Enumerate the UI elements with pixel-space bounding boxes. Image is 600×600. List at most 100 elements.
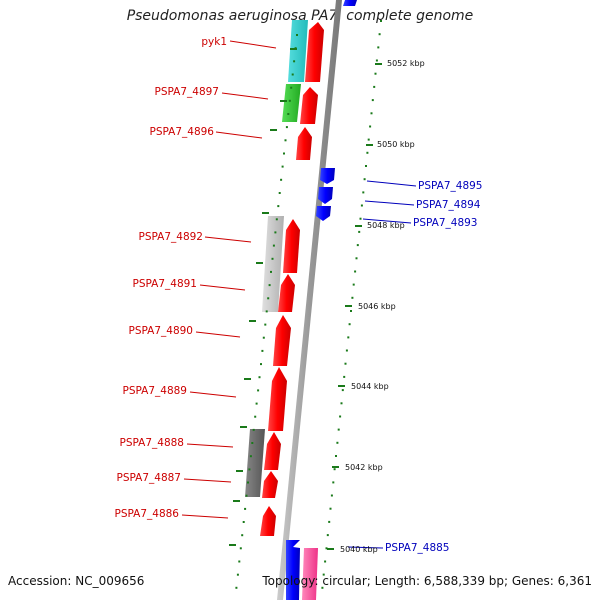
- scale-dot: [337, 428, 340, 431]
- scale-dot: [235, 586, 238, 589]
- cog-box-4897: [282, 84, 301, 122]
- scale-dot: [281, 165, 284, 168]
- gene-label-PSPA7_4890[interactable]: PSPA7_4890: [129, 325, 194, 337]
- scale-tick-mark: [375, 63, 382, 65]
- scale-dot: [330, 494, 333, 497]
- gene-label-PSPA7_4897[interactable]: PSPA7_4897: [155, 86, 220, 98]
- cog-box-4885: [302, 548, 318, 600]
- scale-dot: [340, 402, 343, 405]
- scale-ticks: [229, 48, 382, 550]
- gene-PSPA7_4888: [264, 432, 281, 470]
- scale-dot: [369, 125, 372, 128]
- scale-dot: [255, 402, 258, 405]
- scale-dot: [366, 151, 369, 154]
- scale-tick-mark: [249, 320, 256, 322]
- gene-label-PSPA7_4892[interactable]: PSPA7_4892: [139, 231, 204, 243]
- scale-dot: [288, 99, 291, 102]
- genome-title: Pseudomonas aeruginosa PA7, complete gen…: [126, 8, 474, 24]
- scale-dot: [322, 573, 325, 576]
- scale-dot: [277, 205, 280, 208]
- scale-dot: [252, 428, 255, 431]
- scale-dot: [261, 349, 264, 352]
- gene-PSPA7_4892: [283, 219, 300, 273]
- scale-dot: [296, 34, 298, 36]
- gene-label-PSPA7_4896[interactable]: PSPA7_4896: [150, 126, 215, 138]
- scale-tick-label: 5040 kbp: [340, 545, 378, 554]
- scale-dot: [278, 192, 281, 194]
- scale-dot: [358, 230, 361, 233]
- scale-dot: [335, 455, 337, 457]
- scale-dot: [362, 191, 365, 194]
- scale-dot: [241, 534, 244, 537]
- gene-label-PSPA7_4893[interactable]: PSPA7_4893: [413, 217, 478, 229]
- scale-tick-label: 5044 kbp: [351, 382, 389, 391]
- scale-dot: [344, 362, 347, 365]
- scale-tick-mark: [256, 262, 263, 264]
- scale-dot: [333, 468, 336, 471]
- scale-dot: [249, 455, 252, 458]
- gene-label-PSPA7_4891[interactable]: PSPA7_4891: [133, 278, 198, 290]
- scale-tick-mark: [345, 305, 352, 307]
- gene-PSPA7_4885: [286, 540, 300, 600]
- scale-dot: [245, 494, 248, 497]
- scale-dot: [254, 415, 257, 418]
- scale-dot: [328, 520, 331, 523]
- scale-tick-label: 5052 kbp: [387, 59, 425, 68]
- cog-box-4892: [262, 216, 284, 312]
- gene-label-PSPA7_4894[interactable]: PSPA7_4894: [416, 199, 481, 211]
- genome-backbone: [277, 0, 342, 600]
- scale-dot: [290, 86, 293, 89]
- scale-dot: [274, 231, 277, 234]
- scale-tick-mark: [240, 426, 247, 428]
- scale-tick-mark: [355, 225, 362, 227]
- gene-label-PSPA7_4889[interactable]: PSPA7_4889: [123, 385, 188, 397]
- scale-dot: [365, 165, 367, 167]
- cog-box-4888: [245, 429, 265, 497]
- scale-dot: [236, 573, 239, 576]
- scale-tick-mark: [236, 470, 243, 472]
- scale-dot: [272, 244, 275, 247]
- gene-PSPA7_4893: [316, 206, 331, 221]
- scale-dot: [367, 138, 370, 141]
- scale-dot: [360, 204, 363, 207]
- scale-dot: [267, 297, 270, 300]
- scale-dot: [264, 323, 267, 326]
- gene-label-PSPA7_4886[interactable]: PSPA7_4886: [115, 508, 180, 520]
- gene-PSPA7_4894: [318, 187, 333, 204]
- gene-label-PSPA7_4895[interactable]: PSPA7_4895: [418, 180, 483, 192]
- scale-tick-label: 5042 kbp: [345, 463, 383, 472]
- gene-PSPA7_4886: [260, 506, 276, 536]
- gene-PSPA7_4889: [268, 367, 287, 431]
- scale-tick-mark: [262, 212, 269, 214]
- gene-label-PSPA7_4885[interactable]: PSPA7_4885: [385, 542, 450, 554]
- gene-label-PSPA7_4888[interactable]: PSPA7_4888: [120, 437, 185, 449]
- scale-dot: [247, 481, 249, 484]
- label-connectors: [181, 40, 417, 549]
- scale-dot: [343, 375, 346, 378]
- scale-dot: [380, 20, 382, 22]
- scale-dot: [377, 46, 380, 49]
- scale-dot: [351, 296, 354, 299]
- accession-text: Accession: NC_009656: [8, 574, 145, 588]
- scale-dot: [375, 59, 378, 62]
- scale-tick-mark: [270, 129, 277, 131]
- scale-dot: [258, 376, 261, 379]
- scale-dot: [248, 468, 251, 471]
- gene-PSPA7_4890: [273, 315, 291, 366]
- scale-dot: [363, 178, 366, 181]
- gene-PSPA7_4895: [320, 168, 335, 184]
- scale-tick-label: 5046 kbp: [358, 302, 396, 311]
- scale-tick-mark: [290, 48, 297, 50]
- scale-dot: [336, 441, 339, 444]
- gene-pyk1: [305, 22, 324, 82]
- scale-tick-label: 5048 kbp: [367, 221, 405, 230]
- gene-label-PSPA7_4887[interactable]: PSPA7_4887: [117, 472, 182, 484]
- scale-dot: [341, 389, 344, 392]
- gene-label-pyk1[interactable]: pyk1: [201, 36, 227, 48]
- scale-dot: [374, 72, 377, 75]
- scale-tick-mark: [332, 466, 339, 468]
- scale-dot: [373, 85, 376, 88]
- topology-text: Topology: circular; Length: 6,588,339 bp…: [262, 574, 592, 588]
- scale-dot: [325, 547, 328, 550]
